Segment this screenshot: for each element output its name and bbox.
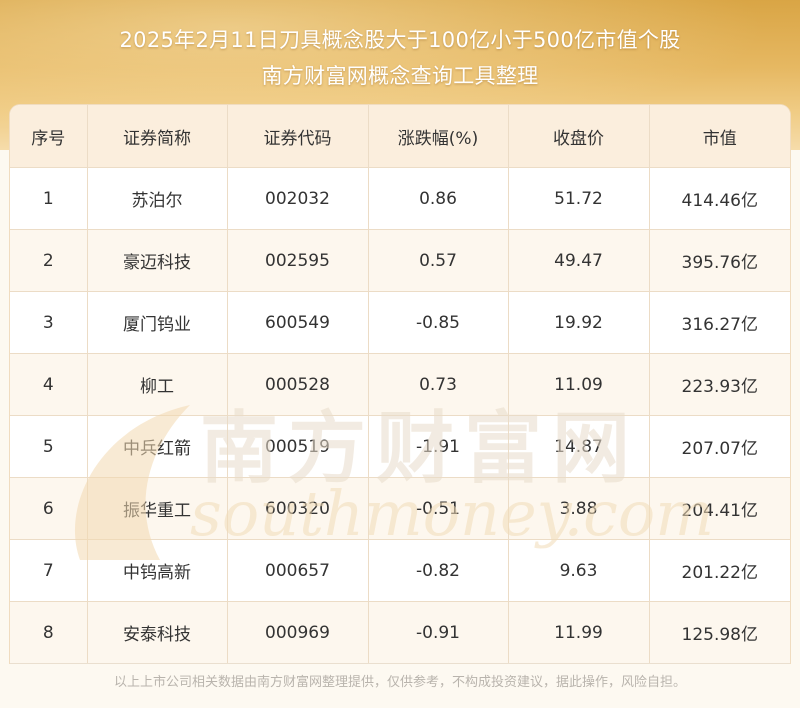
cell-change: -0.85 bbox=[368, 291, 509, 354]
cell-index: 2 bbox=[10, 229, 88, 292]
cell-close: 11.09 bbox=[508, 353, 650, 416]
cell-index: 5 bbox=[10, 415, 88, 478]
stock-table-container: 序号 证券简称 证券代码 涨跌幅(%) 收盘价 市值 1 苏泊尔 002032 … bbox=[10, 105, 790, 663]
table-row: 6 振华重工 600320 -0.51 3.88 204.41亿 bbox=[10, 477, 790, 540]
cell-code: 600549 bbox=[227, 291, 369, 354]
cell-code: 002032 bbox=[227, 167, 369, 230]
cell-close: 49.47 bbox=[508, 229, 650, 292]
column-header-market-cap: 市值 bbox=[649, 105, 790, 168]
cell-market-cap: 395.76亿 bbox=[649, 229, 790, 292]
cell-market-cap: 223.93亿 bbox=[649, 353, 790, 416]
cell-name: 豪迈科技 bbox=[87, 229, 228, 292]
stock-table: 序号 证券简称 证券代码 涨跌幅(%) 收盘价 市值 1 苏泊尔 002032 … bbox=[10, 105, 790, 663]
table-row: 3 厦门钨业 600549 -0.85 19.92 316.27亿 bbox=[10, 291, 790, 354]
cell-name: 厦门钨业 bbox=[87, 291, 228, 354]
cell-index: 8 bbox=[10, 601, 88, 663]
cell-code: 000519 bbox=[227, 415, 369, 478]
cell-close: 19.92 bbox=[508, 291, 650, 354]
cell-change: -0.91 bbox=[368, 601, 509, 663]
table-row: 8 安泰科技 000969 -0.91 11.99 125.98亿 bbox=[10, 601, 790, 663]
cell-change: 0.57 bbox=[368, 229, 509, 292]
table-row: 2 豪迈科技 002595 0.57 49.47 395.76亿 bbox=[10, 229, 790, 292]
cell-name: 柳工 bbox=[87, 353, 228, 416]
cell-index: 7 bbox=[10, 539, 88, 602]
cell-close: 51.72 bbox=[508, 167, 650, 230]
cell-code: 000657 bbox=[227, 539, 369, 602]
cell-close: 3.88 bbox=[508, 477, 650, 540]
page-title: 2025年2月11日刀具概念股大于100亿小于500亿市值个股 bbox=[119, 28, 681, 52]
cell-change: 0.86 bbox=[368, 167, 509, 230]
cell-code: 002595 bbox=[227, 229, 369, 292]
cell-change: -0.82 bbox=[368, 539, 509, 602]
cell-change: -1.91 bbox=[368, 415, 509, 478]
cell-market-cap: 125.98亿 bbox=[649, 601, 790, 663]
cell-code: 000969 bbox=[227, 601, 369, 663]
cell-market-cap: 316.27亿 bbox=[649, 291, 790, 354]
column-header-code: 证券代码 bbox=[227, 105, 369, 168]
cell-name: 中兵红箭 bbox=[87, 415, 228, 478]
cell-code: 000528 bbox=[227, 353, 369, 416]
cell-market-cap: 414.46亿 bbox=[649, 167, 790, 230]
cell-index: 6 bbox=[10, 477, 88, 540]
column-header-close: 收盘价 bbox=[508, 105, 650, 168]
cell-change: 0.73 bbox=[368, 353, 509, 416]
table-row: 5 中兵红箭 000519 -1.91 14.87 207.07亿 bbox=[10, 415, 790, 478]
cell-market-cap: 204.41亿 bbox=[649, 477, 790, 540]
footer-divider bbox=[10, 663, 790, 664]
cell-name: 振华重工 bbox=[87, 477, 228, 540]
cell-index: 1 bbox=[10, 167, 88, 230]
table-row: 7 中钨高新 000657 -0.82 9.63 201.22亿 bbox=[10, 539, 790, 602]
cell-close: 11.99 bbox=[508, 601, 650, 663]
cell-index: 4 bbox=[10, 353, 88, 416]
cell-market-cap: 207.07亿 bbox=[649, 415, 790, 478]
cell-name: 安泰科技 bbox=[87, 601, 228, 663]
cell-change: -0.51 bbox=[368, 477, 509, 540]
table-header-row: 序号 证券简称 证券代码 涨跌幅(%) 收盘价 市值 bbox=[10, 105, 790, 168]
cell-name: 苏泊尔 bbox=[87, 167, 228, 230]
table-row: 1 苏泊尔 002032 0.86 51.72 414.46亿 bbox=[10, 167, 790, 230]
column-header-name: 证券简称 bbox=[87, 105, 228, 168]
cell-name: 中钨高新 bbox=[87, 539, 228, 602]
cell-close: 14.87 bbox=[508, 415, 650, 478]
table-row: 4 柳工 000528 0.73 11.09 223.93亿 bbox=[10, 353, 790, 416]
column-header-change: 涨跌幅(%) bbox=[368, 105, 509, 168]
cell-code: 600320 bbox=[227, 477, 369, 540]
cell-index: 3 bbox=[10, 291, 88, 354]
cell-close: 9.63 bbox=[508, 539, 650, 602]
column-header-index: 序号 bbox=[10, 105, 88, 168]
cell-market-cap: 201.22亿 bbox=[649, 539, 790, 602]
footer-disclaimer: 以上上市公司相关数据由南方财富网整理提供，仅供参考，不构成投资建议，据此操作，风… bbox=[113, 675, 686, 690]
page-subtitle: 南方财富网概念查询工具整理 bbox=[261, 64, 539, 88]
